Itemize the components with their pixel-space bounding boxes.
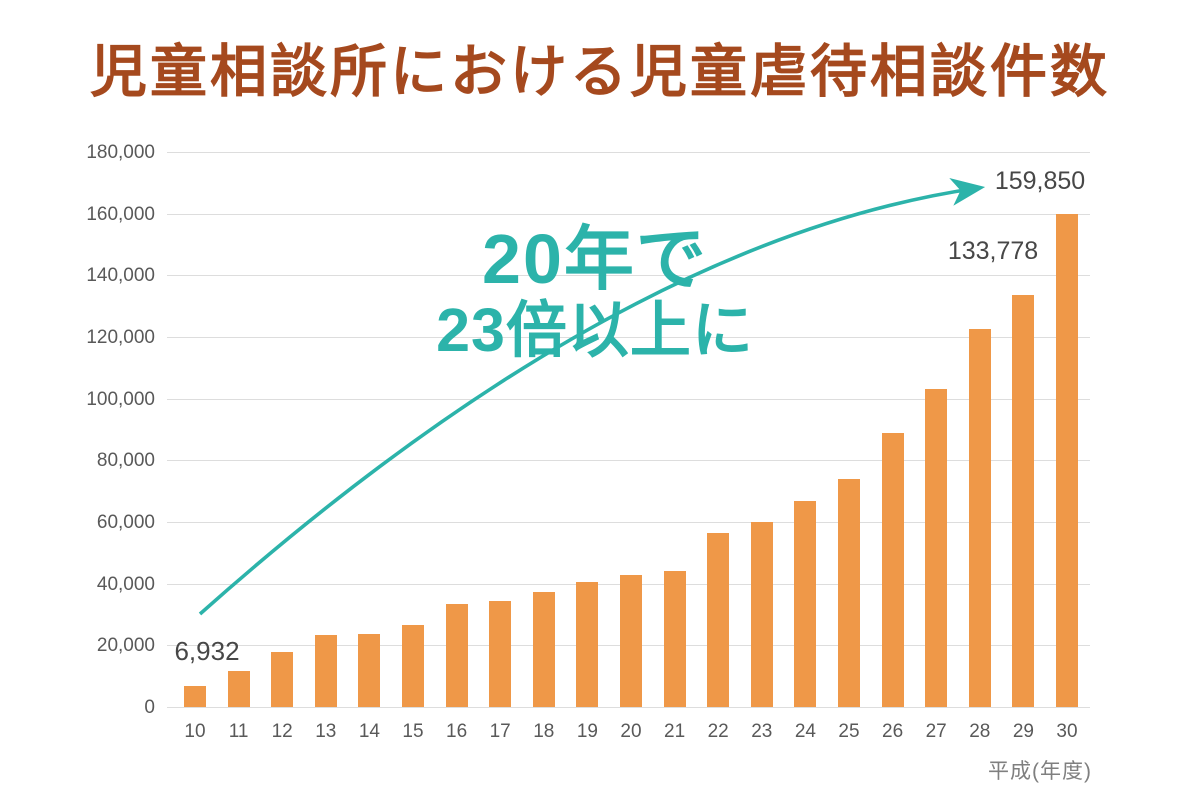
y-axis-tick-label: 140,000	[86, 265, 155, 287]
y-axis-tick-label: 100,000	[86, 388, 155, 410]
bar-h27	[925, 388, 948, 707]
y-axis-tick-label: 160,000	[86, 203, 155, 225]
x-axis-tick-label: 20	[620, 721, 642, 742]
data-label-h30-bar: 159,850	[994, 167, 1086, 195]
bar-h30	[1056, 214, 1078, 707]
x-axis-tick-label: 26	[882, 721, 904, 742]
bar-h17	[489, 600, 512, 707]
x-axis-title: 平成(年度)	[988, 760, 1092, 783]
bar-h29	[1012, 294, 1035, 707]
bar-h20	[620, 575, 642, 707]
x-axis-tick-label: 24	[794, 721, 816, 742]
gridline	[167, 398, 1090, 400]
bar-h21	[663, 570, 686, 707]
x-axis-tick-label: 18	[533, 721, 555, 742]
gridline	[167, 522, 1090, 523]
y-axis-tick-label: 120,000	[86, 327, 155, 348]
x-axis-tick-label: 19	[576, 721, 598, 742]
gridline	[167, 213, 1090, 215]
y-axis-tick-label: 20,000	[96, 635, 155, 657]
x-axis-tick-label: 25	[838, 721, 860, 742]
annotation-multiplier: 20年で 23倍以上に	[436, 224, 754, 361]
annotation-line1: 20年で	[482, 220, 708, 298]
x-axis-tick-label: 11	[228, 721, 249, 742]
x-axis-tick-label: 23	[751, 721, 773, 742]
bar-h18	[532, 591, 555, 707]
x-axis-tick-label: 17	[489, 721, 511, 742]
data-label-h29-bar: 133,778	[947, 237, 1039, 265]
bar-h13	[314, 635, 337, 707]
bar-h19	[576, 581, 599, 707]
bar-h14	[358, 633, 381, 707]
x-axis-tick-label: 28	[969, 721, 991, 742]
y-axis-tick-label: 80,000	[96, 450, 155, 472]
bar-h28	[968, 329, 991, 707]
x-axis-tick-label: 13	[315, 721, 337, 742]
x-axis-tick-label: 16	[446, 721, 468, 742]
gridline	[167, 707, 1090, 708]
x-axis-tick-label: 14	[358, 721, 380, 742]
y-axis-tick-label: 40,000	[96, 573, 155, 595]
y-axis-tick-label: 180,000	[86, 142, 155, 163]
bar-h15	[402, 625, 424, 707]
bar-h16	[445, 603, 468, 707]
bar-h12	[271, 652, 294, 707]
bar-h25	[838, 479, 860, 707]
x-axis-tick-label: 12	[271, 721, 293, 742]
x-axis-tick-label: 21	[664, 721, 686, 742]
bar-h22	[707, 533, 730, 707]
annotation-line2: 23倍以上に	[436, 296, 754, 364]
x-axis-tick-label: 29	[1012, 721, 1034, 742]
x-axis-tick-label: 22	[707, 721, 729, 742]
chart-title: 児童相談所における児童虐待相談件数	[90, 40, 1110, 104]
bar-h10	[184, 685, 206, 707]
bar-h23	[750, 522, 773, 707]
x-axis-tick-label: 15	[402, 721, 424, 742]
data-label-first-bar: 6,932	[174, 636, 240, 666]
y-axis-tick-label: 60,000	[96, 512, 155, 533]
y-axis-tick-label: 0	[144, 697, 155, 718]
bar-h24	[794, 501, 817, 707]
x-axis-tick-label: 27	[925, 721, 947, 742]
x-axis-tick-label: 30	[1056, 721, 1078, 742]
bar-h26	[881, 432, 904, 707]
gridline	[167, 460, 1090, 462]
bar-h11	[227, 671, 250, 707]
x-axis-tick-label: 10	[184, 721, 206, 742]
gridline	[167, 152, 1090, 153]
